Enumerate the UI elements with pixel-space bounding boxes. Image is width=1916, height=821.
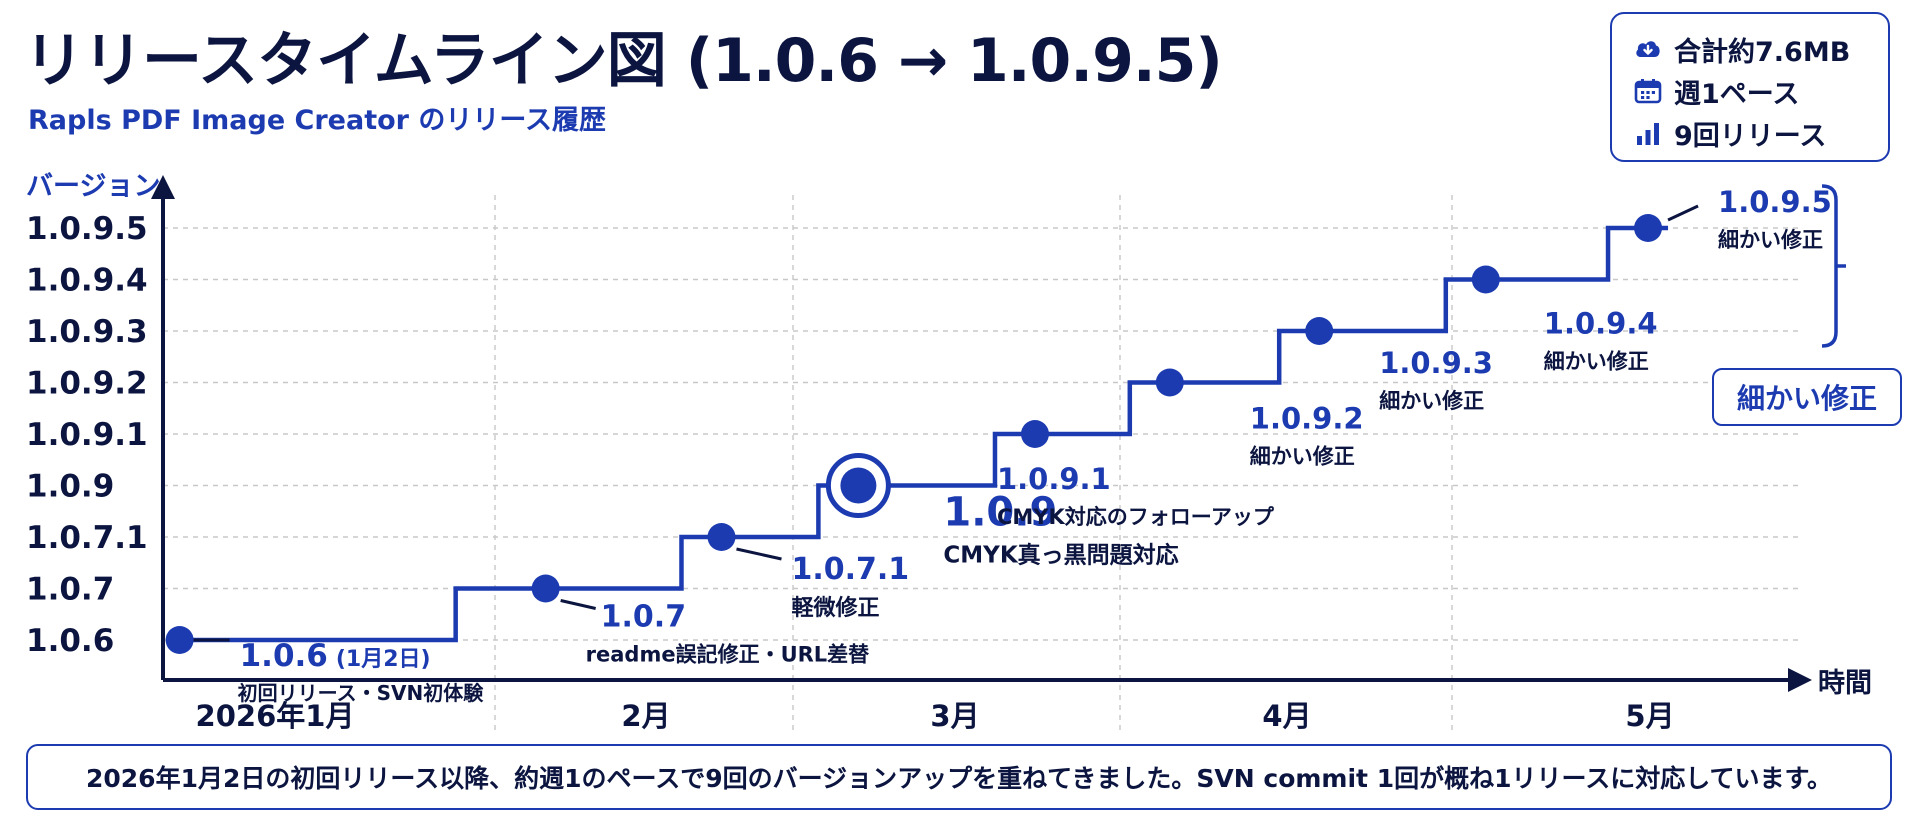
footer-note: 2026年1月2日の初回リリース以降、約週1のペースで9回のバージョンアップを重… — [26, 744, 1892, 810]
label-leader-line — [560, 599, 596, 610]
y-tick-label: 1.0.9.4 — [26, 263, 148, 299]
release-point — [165, 626, 194, 654]
release-note-label: 初回リリース・SVN初体験 — [238, 681, 485, 705]
release-timeline-chart: バージョン時間1.0.61.0.71.0.7.11.0.91.0.9.11.0.… — [26, 171, 1872, 733]
y-axis-arrow — [151, 175, 175, 199]
release-note-label: CMYK真っ黒問題対応 — [943, 542, 1178, 569]
y-tick-label: 1.0.9.2 — [26, 366, 148, 402]
release-note-label: readme誤記修正・URL差替 — [586, 643, 870, 667]
release-version-label: 1.0.6 (1月2日) — [240, 638, 431, 674]
release-note-label: 細かい修正 — [1379, 389, 1484, 413]
release-note-label: 細かい修正 — [1718, 228, 1823, 252]
summary-item-count: 9回リリース — [1634, 112, 1888, 154]
x-tick-label: 4月 — [1262, 699, 1311, 733]
release-point — [1155, 368, 1184, 397]
release-point — [707, 523, 736, 551]
x-tick-label: 5月 — [1625, 699, 1674, 733]
release-version-label: 1.0.7.1 — [791, 552, 909, 587]
release-note-label: 軽微修正 — [791, 595, 879, 621]
release-version-label: 1.0.9.4 — [1544, 307, 1658, 341]
y-axis-title: バージョン — [26, 171, 160, 202]
y-tick-label: 1.0.9 — [26, 469, 114, 505]
summary-item-pace: 週1ペース — [1634, 70, 1888, 112]
page-title: リリースタイムライン図 (1.0.6 → 1.0.9.5) — [24, 26, 1223, 96]
label-leader-line — [736, 547, 782, 561]
release-note-label: 細かい修正 — [1250, 445, 1355, 469]
y-tick-label: 1.0.6 — [26, 623, 114, 659]
summary-item-size: 合計約7.6MB — [1634, 28, 1888, 70]
summary-item-label: 9回リリース — [1674, 120, 1827, 152]
x-tick-label: 2月 — [621, 699, 670, 733]
bar-chart-icon — [1637, 123, 1659, 145]
cloud-download-icon — [1636, 41, 1660, 57]
release-version-label: 1.0.9.2 — [1250, 402, 1364, 436]
release-note-label: 細かい修正 — [1544, 350, 1649, 374]
y-tick-label: 1.0.7 — [26, 572, 114, 608]
y-tick-label: 1.0.9.5 — [26, 211, 148, 247]
release-point — [531, 574, 560, 603]
release-point — [1471, 265, 1500, 294]
page-subtitle: Rapls PDF Image Creator のリリース履歴 — [28, 105, 607, 136]
release-version-label: 1.0.9.5 — [1718, 185, 1832, 219]
release-note-label: CMYK対応のフォローアップ — [997, 505, 1275, 529]
x-axis-arrow — [1788, 668, 1812, 692]
summary-item-label: 合計約7.6MB — [1674, 36, 1851, 68]
y-tick-label: 1.0.9.3 — [26, 314, 148, 350]
release-version-label: 1.0.7 — [601, 600, 686, 635]
y-tick-label: 1.0.7.1 — [26, 520, 148, 556]
x-axis-title: 時間 — [1818, 668, 1872, 699]
release-point — [1020, 420, 1049, 448]
release-point — [1634, 214, 1663, 242]
release-point — [840, 467, 877, 504]
release-date-label: (1月2日) — [336, 647, 431, 672]
release-version-label: 1.0.9.1 — [997, 462, 1111, 496]
release-point — [1305, 317, 1334, 345]
y-tick-label: 1.0.9.1 — [26, 417, 148, 453]
x-tick-label: 3月 — [930, 699, 979, 733]
x-tick-label: 2026年1月 — [196, 699, 355, 733]
minor-fix-callout: 細かい修正 — [1712, 368, 1902, 426]
release-version-label: 1.0.9.3 — [1379, 346, 1493, 380]
label-leader-line — [1667, 204, 1699, 222]
summary-item-label: 週1ペース — [1674, 78, 1800, 110]
summary-box: 合計約7.6MB 週1ペース 9回リリース — [1610, 12, 1890, 162]
release-version-label: 1.0.9 — [943, 490, 1057, 536]
calendar-icon — [1634, 79, 1662, 104]
